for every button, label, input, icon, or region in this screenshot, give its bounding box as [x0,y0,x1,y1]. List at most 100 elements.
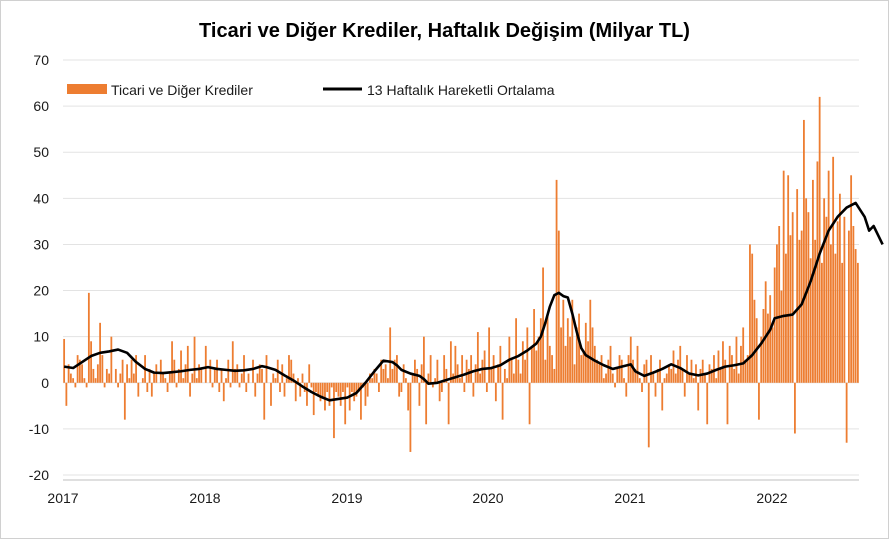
bar [821,262,823,383]
bar [598,364,601,383]
bar [773,267,776,383]
bar [285,378,288,383]
bar [481,359,484,383]
bar [674,373,677,383]
bar [198,364,200,383]
bar [647,382,650,448]
bar [177,368,180,383]
x-tick-label: 2019 [331,490,362,506]
bar [501,382,504,420]
bar [387,378,389,383]
bar [166,382,169,392]
bar [423,336,425,383]
bar [629,336,632,383]
bar [854,249,857,383]
bar [829,244,832,383]
bar [328,382,331,406]
bar [396,355,398,383]
bar [812,179,814,383]
bar [728,345,731,383]
y-tick-label: 10 [33,329,49,345]
bar [663,378,666,383]
bar [449,341,452,383]
bar [744,359,747,383]
bar [733,368,736,383]
bar [63,338,66,383]
bar [461,355,464,383]
bar [326,382,329,392]
bar [137,382,140,397]
bar [72,378,75,383]
bar [746,355,749,383]
x-tick-label: 2020 [472,490,503,506]
bar [715,378,718,383]
bar [288,355,290,383]
bar [186,345,189,383]
bar [836,221,839,383]
bar [537,336,540,383]
bar [429,355,432,383]
bar [146,382,149,392]
bar [290,359,293,383]
bar [258,364,261,383]
bar [67,364,70,383]
bar [582,350,585,383]
bar [130,359,133,383]
bar [643,364,646,383]
bar [193,336,196,383]
legend-swatch-bars [67,84,107,94]
bar [436,359,439,383]
bar [589,299,592,383]
bar [807,212,810,383]
bar [353,382,356,402]
bar [204,345,207,383]
bar [494,382,497,402]
bar [539,318,542,383]
bar [485,382,488,392]
bar [312,382,315,416]
bar [524,359,526,383]
bar [515,318,517,383]
bar [825,216,828,383]
bar [816,161,819,383]
bar [760,336,763,383]
bar [596,359,598,383]
bar [393,359,396,383]
bar [101,355,104,383]
bar [749,244,751,383]
legend-label-line: 13 Haftalık Hareketli Ortalama [367,82,555,98]
bar [467,368,470,383]
bar [274,378,277,383]
bar [519,373,522,383]
bar [180,350,182,383]
bar [767,313,769,383]
bar [665,373,668,383]
bar [135,355,137,383]
bar [380,359,383,383]
bar [391,368,394,383]
bar [571,299,574,383]
bar [384,364,387,383]
bar [476,332,479,383]
bar [521,341,524,383]
bar [564,345,567,383]
bar [454,345,457,383]
bar [301,373,304,383]
bar [722,341,724,383]
bar [132,373,135,383]
bar [411,373,414,383]
bar [90,341,93,383]
bar [108,373,110,383]
bar [360,382,362,420]
bar [845,382,848,443]
bar [443,355,446,383]
bar [611,373,614,383]
bar [261,368,263,383]
bar [841,262,844,383]
bar [456,364,459,383]
bar [555,179,558,383]
bar [569,336,571,383]
bar [560,327,562,383]
bar [229,382,232,388]
bar [191,373,194,383]
